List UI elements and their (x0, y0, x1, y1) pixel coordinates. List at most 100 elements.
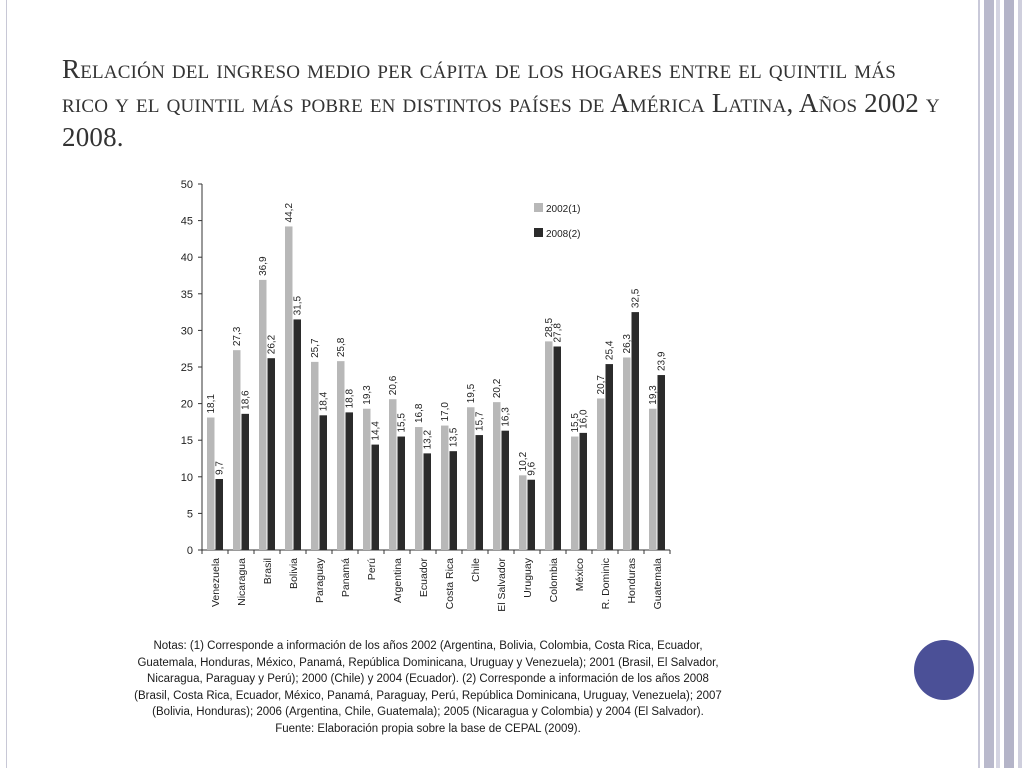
bar-2008 (267, 358, 275, 550)
bar-2002 (649, 408, 657, 550)
bar-value-label: 19,3 (362, 385, 373, 405)
bar-2002 (519, 475, 527, 550)
chart-svg: 0 5 10 15 20 25 30 35 40 45 50 18,1 9,7 Venezuela 27,3… (181, 179, 671, 612)
bar-value-label: 25,8 (336, 337, 347, 357)
bar-value-label: 16,3 (501, 407, 512, 427)
bar-value-label: 13,2 (423, 429, 434, 449)
bar-value-label: 31,5 (293, 296, 304, 316)
bar-value-label: 15,5 (570, 413, 581, 433)
notes-line: Guatemala, Honduras, México, Panamá, Rep… (137, 656, 719, 669)
legend-swatch-2002 (534, 203, 543, 212)
bar-2008 (579, 432, 587, 550)
category-label: Argentina (392, 558, 404, 603)
bar-2002 (623, 357, 631, 550)
bar-value-label: 44,2 (284, 203, 295, 223)
decorative-right-stripes (978, 0, 1024, 768)
bar-value-label: 27,3 (232, 326, 243, 346)
bar-value-label: 18,1 (206, 394, 217, 414)
bar-2002 (363, 408, 371, 550)
y-tick-label: 20 (181, 399, 193, 411)
bar-2008 (527, 479, 535, 550)
bar-2002 (311, 361, 319, 550)
notes-line: Notas: (1) Corresponde a información de … (153, 640, 703, 652)
bar-2002 (467, 407, 475, 550)
bar-2008 (605, 364, 613, 550)
bar-2008 (423, 453, 431, 550)
bar-value-label: 23,9 (657, 351, 668, 371)
slide-left-border (6, 0, 7, 768)
category-label: Uruguay (522, 557, 534, 597)
notes-line: Nicaragua, Paraguay y Perú); 2000 (Chile… (147, 673, 709, 685)
bar-2008 (293, 319, 301, 550)
bar-2008 (657, 375, 665, 550)
bar-2002 (571, 436, 579, 550)
y-tick-label: 15 (181, 435, 193, 447)
category-label: R. Dominic (600, 558, 612, 609)
bar-2008 (553, 346, 561, 550)
bar-2002 (233, 350, 241, 550)
bar-2002 (493, 402, 501, 550)
category-label: El Salvador (496, 558, 508, 612)
stripe (996, 0, 1000, 768)
category-label: Bolivia (288, 558, 300, 589)
bar-2008 (241, 413, 249, 550)
bar-value-label: 19,5 (466, 383, 477, 403)
bar-value-label: 9,6 (527, 461, 538, 475)
bar-value-label: 18,4 (319, 391, 330, 411)
bar-2008 (449, 451, 457, 550)
category-label: Colombia (548, 558, 560, 603)
bar-value-label: 26,3 (622, 334, 633, 354)
y-tick-label: 50 (181, 179, 193, 191)
bar-2008 (215, 478, 223, 550)
stripe (984, 0, 994, 768)
category-label: Ecuador (418, 557, 430, 597)
y-tick-label: 5 (187, 508, 193, 520)
bar-value-label: 17,0 (440, 402, 451, 422)
category-label: Perú (366, 558, 378, 580)
bar-value-label: 18,6 (241, 390, 252, 410)
chart-notes: Notas: (1) Corresponde a información de … (108, 638, 748, 737)
bar-value-label: 15,5 (397, 413, 408, 433)
bar-value-label: 26,2 (267, 334, 278, 354)
bar-value-label: 36,9 (258, 256, 269, 276)
stripe (978, 0, 980, 768)
bar-2008 (371, 444, 379, 550)
bar-value-label: 20,6 (388, 375, 399, 395)
bar-2002 (415, 427, 423, 550)
bar-value-label: 15,7 (475, 411, 486, 431)
bar-2002 (441, 425, 449, 550)
bar-value-label: 25,4 (605, 340, 616, 360)
bar-value-label: 19,3 (648, 385, 659, 405)
category-label: Brasil (262, 558, 274, 584)
y-tick-label: 40 (181, 252, 193, 264)
bar-2002 (389, 399, 397, 550)
stripe (1018, 0, 1022, 768)
bar-2008 (501, 430, 509, 550)
category-label: México (574, 558, 586, 591)
bar-2002 (337, 361, 345, 550)
y-tick-label: 30 (181, 325, 193, 337)
bar-2002 (597, 398, 605, 550)
y-tick-label: 45 (181, 216, 193, 228)
bar-2008 (345, 412, 353, 550)
category-label: Honduras (626, 558, 638, 604)
bar-value-label: 9,7 (215, 461, 226, 475)
stripe (1004, 0, 1014, 768)
bar-value-label: 32,5 (631, 288, 642, 308)
source-line: Fuente: Elaboración propia sobre la base… (275, 722, 581, 735)
y-tick-label: 0 (187, 545, 193, 557)
bar-value-label: 16,8 (414, 403, 425, 423)
category-label: Paraguay (314, 557, 326, 603)
bar-value-label: 27,8 (553, 323, 564, 343)
bar-value-label: 16,0 (579, 409, 590, 429)
category-label: Guatemala (652, 558, 664, 610)
category-label: Panamá (340, 558, 352, 597)
bar-value-label: 20,7 (596, 375, 607, 395)
slide-title: Relación del ingreso medio per cápita de… (62, 54, 940, 152)
bar-value-label: 14,4 (371, 421, 382, 441)
bar-value-label: 25,7 (310, 338, 321, 358)
bar-value-label: 28,5 (544, 317, 555, 337)
category-label: Nicaragua (236, 558, 248, 606)
bar-value-label: 18,8 (345, 388, 356, 408)
bar-2008 (397, 436, 405, 550)
